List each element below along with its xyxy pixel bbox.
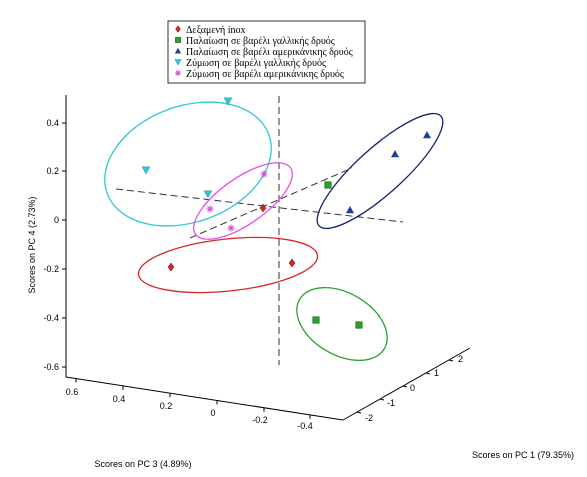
pc3-tick-label: -0.2 [252,415,268,425]
legend-marker [174,59,182,66]
data-point [346,206,354,214]
data-point [423,131,431,139]
origin-axes [115,96,404,365]
data-point [227,224,235,232]
legend-entry-label: Ζύμωση σε βαρέλι αμερικάνικης δρυός [186,69,344,80]
legend-marker [175,70,181,76]
pc1-tick-label: 0 [410,383,415,393]
data-point [355,321,363,329]
ellipse-aging-american-oak [316,112,444,230]
pc4-axis-label: Scores on PC 4 (2.73%) [27,196,37,293]
series-4-points [141,97,233,199]
pc1-tick-label: -1 [387,398,395,408]
series-1-points [167,203,296,272]
series-2-points [312,181,363,329]
pc4-tick-label: -0.2 [43,264,59,274]
pc3-ticks: 0.6 0.4 0.2 0 -0.2 -0.4 [66,378,313,431]
origin-axis-pc3 [189,167,353,239]
pc3-tick-label: 0.4 [113,394,126,404]
pc1-axis-line [342,347,471,421]
data-point [167,262,175,272]
series-5-points [206,170,268,232]
data-point [203,190,213,199]
data-point [206,205,214,213]
pc4-ticks: 0.4 0.2 0 -0.2 -0.4 -0.6 [43,118,66,372]
pc1-tick-mark [425,372,431,375]
legend-entry-label: Παλαίωση σε βαρέλι αμερικάνικης δρυός [186,47,353,58]
pc4-tick-label: 0.4 [46,118,59,128]
pc3-tick-label: -0.4 [297,421,313,431]
data-points [141,97,431,329]
ellipse-fermentation-american-oak [193,162,293,240]
pc1-tick-mark [448,359,454,362]
legend-box [167,20,366,84]
pc4-tick-label: -0.4 [43,313,59,323]
data-point [223,97,233,106]
legend-marker [175,37,181,43]
pc3-tick-label: 0.2 [160,401,173,411]
ellipse-fermentation-french-oak [104,101,272,227]
legend-entry-label: Παλαίωση σε βαρέλι γαλλικής δρυός [186,36,335,47]
data-point [141,166,151,175]
pc1-tick-label: 2 [458,354,463,364]
ellipse-aging-french-oak [296,287,388,361]
confidence-ellipses [104,101,444,361]
legend-entry-label: Δεξαμενή inox [186,25,246,36]
pc4-tick-label: 0.2 [46,166,59,176]
pc1-tick-mark [356,411,362,414]
axis-frame [65,95,471,421]
data-point [312,316,320,324]
pc3-tick-label: 0.6 [66,387,79,397]
pc1-axis-label: Scores on PC 1 (79.35%) [472,450,574,460]
data-point [324,181,332,189]
legend-marker [175,25,181,33]
data-point [391,150,399,158]
pc1-tick-mark [402,385,408,388]
origin-axis-pc1 [115,188,404,223]
pc1-tick-label: 1 [434,368,439,378]
legend-marker [174,47,182,54]
data-point [288,258,296,268]
pc4-tick-label: 0 [54,215,59,225]
pc3-axis-line [65,376,344,421]
pc1-ticks: -2 -1 0 1 2 [356,354,463,423]
series-3-points [346,131,431,214]
pc3-tick-label: 0 [210,408,215,418]
pc4-tick-label: -0.6 [43,362,59,372]
ellipse-inox [137,236,319,294]
pc1-tick-label: -2 [365,413,373,423]
legend-entry-label: Ζύμωση σε βαρέλι γαλλικής δρυός [186,58,326,69]
pc3-axis-label: Scores on PC 3 (4.89%) [94,459,191,469]
data-point [260,170,268,178]
pc1-tick-mark [379,398,385,401]
data-point [259,203,267,213]
